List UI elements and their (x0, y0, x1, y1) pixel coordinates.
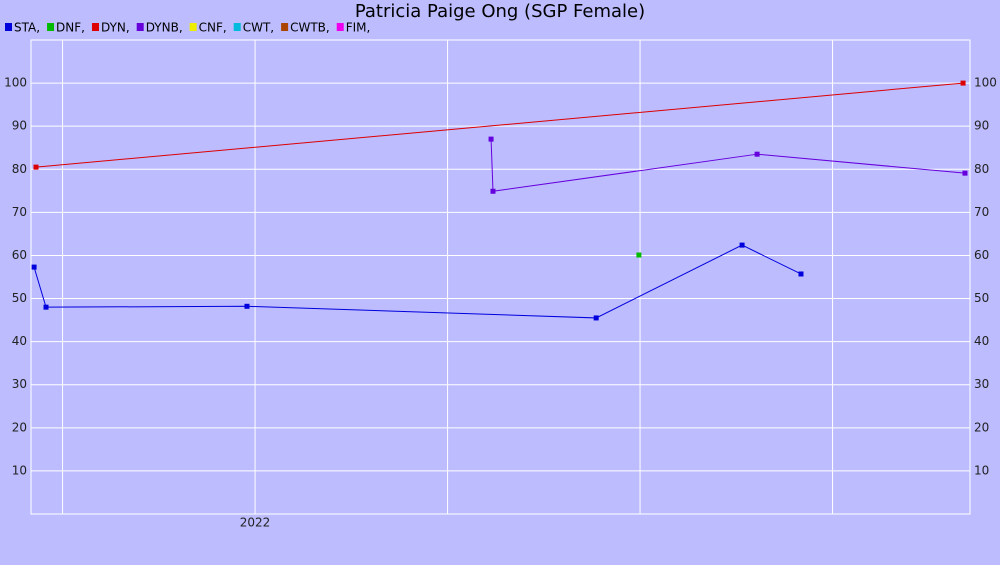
x-tick-label: 2022 (240, 516, 271, 530)
data-point (244, 303, 250, 309)
legend-label: CWTB, (290, 21, 330, 35)
legend-label: CWT, (243, 21, 274, 35)
y2-tick-label: 70 (974, 205, 989, 219)
legend-label: FIM, (346, 21, 371, 35)
y2-tick-label: 80 (974, 162, 989, 176)
legend-swatch (233, 23, 241, 31)
legend-swatch (281, 23, 289, 31)
data-point (593, 315, 599, 321)
y-tick-label: 20 (12, 420, 27, 434)
series-line (33, 244, 802, 319)
y-tick-label: 70 (12, 205, 27, 219)
data-point (636, 252, 642, 258)
y2-tick-label: 20 (974, 420, 989, 434)
data-point (490, 188, 496, 194)
plot-area (30, 39, 971, 515)
y2-tick-label: 40 (974, 334, 989, 348)
y-tick-label: 60 (12, 248, 27, 262)
data-point (754, 151, 760, 157)
legend-label: DNF, (56, 21, 85, 35)
y-tick-label: 100 (4, 76, 27, 90)
y-tick-label: 90 (12, 119, 27, 133)
y-tick-label: 50 (12, 291, 27, 305)
y-tick-label: 10 (12, 463, 27, 477)
legend-swatch (5, 23, 12, 31)
y2-tick-label: 10 (974, 463, 989, 477)
data-point (962, 170, 968, 176)
series-line (490, 139, 966, 192)
y2-tick-label: 100 (974, 76, 997, 90)
data-point (739, 242, 745, 248)
y-tick-label: 40 (12, 334, 27, 348)
series-line (35, 82, 964, 168)
data-point (798, 271, 804, 277)
legend-swatch (336, 23, 344, 31)
legend-label: CNF, (199, 21, 227, 35)
legend-label: DYN, (101, 21, 130, 35)
data-point (488, 136, 494, 142)
y2-tick-label: 60 (974, 248, 989, 262)
y2-tick-label: 50 (974, 291, 989, 305)
y-tick-label: 80 (12, 162, 27, 176)
legend-swatch (47, 23, 55, 31)
legend-label: DYNB, (146, 21, 183, 35)
data-point (43, 304, 49, 310)
data-point (33, 164, 39, 170)
legend-swatch (91, 23, 99, 31)
y2-tick-label: 90 (974, 119, 989, 133)
legend-swatch (136, 23, 144, 31)
data-point (960, 80, 966, 86)
y2-tick-label: 30 (974, 377, 989, 391)
data-point (31, 264, 37, 270)
legend-swatch (189, 23, 197, 31)
chart-title: Patricia Paige Ong (SGP Female) (355, 1, 645, 22)
y-tick-label: 30 (12, 377, 27, 391)
legend-label: STA, (14, 21, 40, 35)
